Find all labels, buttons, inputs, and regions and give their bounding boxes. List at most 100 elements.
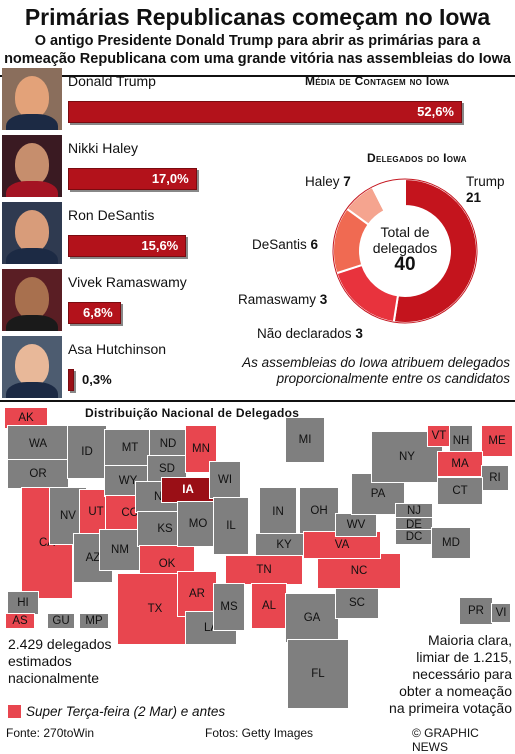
subtitle-line-1: O antigo Presidente Donald Trump para ab… bbox=[34, 33, 481, 49]
state-wv: WV bbox=[335, 513, 377, 537]
donut-label-ramaswamy: Ramaswamy 3 bbox=[238, 292, 328, 307]
state-ia: IA bbox=[161, 477, 215, 503]
state-fl: FL bbox=[287, 639, 349, 709]
bar bbox=[68, 168, 197, 190]
foot-right-line: obter a nomeação bbox=[399, 683, 512, 699]
photo-ramaswamy bbox=[2, 269, 62, 331]
foot-right-line: Maioria clara, bbox=[427, 632, 512, 648]
photo-trump bbox=[2, 68, 62, 130]
state-ri: RI bbox=[481, 465, 509, 491]
bar bbox=[68, 235, 187, 257]
candidate-name: Donald Trump bbox=[68, 73, 156, 89]
bar-label: 52,6% bbox=[417, 104, 454, 119]
state-hi: HI bbox=[7, 591, 39, 615]
donut-title: Delegados do Iowa bbox=[367, 151, 467, 165]
foot-right-line: necessário para bbox=[412, 666, 512, 682]
state-as: AS bbox=[5, 613, 35, 629]
donut-label-undeclared: Não declarados 3 bbox=[257, 326, 363, 341]
state-de: DE bbox=[395, 517, 433, 533]
donut-label-desantis: DeSantis 6 bbox=[252, 237, 319, 252]
section-divider bbox=[0, 75, 515, 77]
donut-outline bbox=[332, 178, 478, 324]
state-oh: OH bbox=[299, 487, 339, 535]
delegate-donut bbox=[332, 177, 478, 324]
bar-label: 0,3% bbox=[82, 372, 112, 387]
foot-left-line: 2.429 delegados bbox=[8, 636, 112, 652]
total-delegates-note: 2.429 delegados estimados nacionalmente bbox=[8, 636, 158, 687]
state-il: IL bbox=[213, 497, 249, 555]
state-mp: MP bbox=[79, 613, 109, 629]
donut-center: Total de delegados 40 bbox=[355, 224, 455, 275]
candidate-name: Vivek Ramaswamy bbox=[68, 274, 187, 290]
state-or: OR bbox=[7, 459, 69, 489]
state-md: MD bbox=[431, 527, 471, 559]
state-mo: MO bbox=[177, 501, 219, 547]
state-in: IN bbox=[259, 487, 297, 537]
state-ar: AR bbox=[177, 571, 217, 617]
state-va: VA bbox=[303, 531, 381, 559]
foot-left-line: nacionalmente bbox=[8, 670, 100, 686]
state-pr: PR bbox=[459, 597, 493, 625]
state-wi: WI bbox=[209, 461, 241, 499]
majority-note: Maioria clara, limiar de 1.215, necessár… bbox=[340, 632, 512, 717]
state-sd: SD bbox=[147, 455, 187, 483]
state-wa: WA bbox=[7, 425, 69, 463]
state-sc: SC bbox=[335, 587, 379, 619]
legend-label: Super Terça-feira (2 Mar) e antes bbox=[26, 704, 226, 719]
state-dc: DC bbox=[395, 529, 433, 545]
state-nm: NM bbox=[99, 529, 141, 571]
map-title: Distribuição Nacional de Delegados bbox=[85, 406, 300, 420]
donut-center-line-2: delegados bbox=[372, 240, 438, 256]
state-nc: NC bbox=[317, 553, 401, 589]
candidate-name: Asa Hutchinson bbox=[68, 341, 167, 357]
subtitle-line-2: nomeação Republicana com uma grande vitó… bbox=[4, 51, 511, 67]
copyright: © GRAPHIC NEWS bbox=[412, 726, 479, 754]
legend-swatch bbox=[8, 705, 21, 718]
donut-slice bbox=[335, 263, 400, 324]
state-ma: MA bbox=[437, 451, 483, 477]
foot-right-line: limiar de 1.215, bbox=[416, 649, 512, 665]
map-legend: Super Terça-feira (2 Mar) e antes bbox=[8, 704, 225, 719]
state-tn: TN bbox=[225, 555, 303, 585]
source-credit: Fonte: 270toWin bbox=[6, 726, 95, 740]
state-ms: MS bbox=[213, 583, 245, 631]
state-al: AL bbox=[251, 583, 287, 629]
donut-center-line-1: Total de bbox=[380, 224, 430, 240]
state-ak: AK bbox=[4, 407, 48, 429]
candidate-name: Nikki Haley bbox=[68, 140, 139, 156]
donut-total: 40 bbox=[394, 254, 416, 275]
photo-hutchinson bbox=[2, 336, 62, 398]
state-ky: KY bbox=[255, 533, 313, 557]
map-divider bbox=[0, 400, 515, 402]
subtitle: O antigo Presidente Donald Trump para ab… bbox=[0, 32, 515, 68]
photo-credit: Fotos: Getty Images bbox=[205, 726, 314, 740]
photo-desantis bbox=[2, 202, 62, 264]
state-vt: VT bbox=[427, 425, 451, 447]
bar bbox=[68, 369, 74, 391]
bar-label: 17,0% bbox=[151, 171, 189, 186]
state-me: ME bbox=[481, 425, 513, 457]
donut-note-line-2: proporcionalmente entre os candidatos bbox=[276, 371, 510, 386]
bar-label: 6,8% bbox=[83, 305, 113, 320]
donut-label-trump: Trump 21 bbox=[466, 174, 505, 205]
state-nj: NJ bbox=[395, 503, 433, 519]
donut-note: As assembleias do Iowa atribuem delegado… bbox=[225, 355, 510, 387]
state-nh: NH bbox=[449, 425, 473, 457]
state-id: ID bbox=[67, 425, 107, 479]
bar bbox=[68, 101, 462, 123]
donut-label-haley: Haley 7 bbox=[305, 174, 351, 189]
state-gu: GU bbox=[47, 613, 75, 629]
photo-haley bbox=[2, 135, 62, 197]
foot-left-line: estimados bbox=[8, 653, 72, 669]
bar-chart-title: Média de Contagem no Iowa bbox=[305, 74, 450, 88]
donut-note-line-1: As assembleias do Iowa atribuem delegado… bbox=[242, 355, 510, 370]
state-mt: MT bbox=[104, 429, 156, 467]
state-vi: VI bbox=[491, 603, 511, 623]
state-mi: MI bbox=[285, 417, 325, 463]
bar-label: 15,6% bbox=[141, 238, 179, 253]
page-title: Primárias Republicanas começam no Iowa bbox=[24, 4, 491, 30]
bar bbox=[68, 302, 121, 324]
state-nd: ND bbox=[149, 429, 187, 459]
foot-right-line: na primeira votação bbox=[389, 700, 512, 716]
candidate-name: Ron DeSantis bbox=[68, 207, 155, 223]
